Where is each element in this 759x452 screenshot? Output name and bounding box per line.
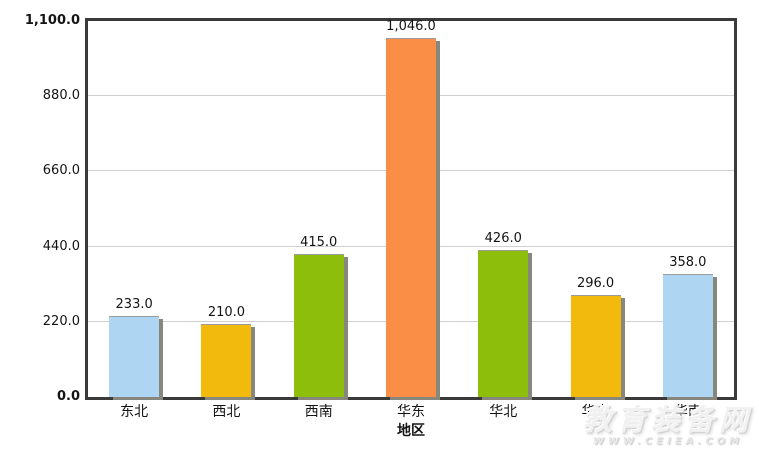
- y-tick-label-1100: 1,100.0: [24, 13, 80, 28]
- bar-value-label: 233.0: [115, 297, 153, 313]
- bar-东北: [109, 316, 160, 397]
- y-tick-label-440: 440.0: [42, 238, 80, 254]
- bar-value-label: 415.0: [300, 235, 338, 251]
- bar-column-西北: 210.0: [180, 21, 272, 397]
- y-tick-label-220: 220.0: [42, 313, 80, 329]
- x-tick-label-西北: 西北: [212, 404, 241, 420]
- x-tick-label-华东: 华东: [396, 404, 425, 420]
- bar-column-东北: 233.0: [88, 21, 180, 397]
- y-tick-label-660: 660.0: [42, 163, 80, 179]
- x-axis-title: 地区: [397, 423, 425, 439]
- x-tick-label-华中: 华中: [581, 404, 610, 420]
- x-axis-tick-labels: 东北 西北 西南 华东 华北 华中 华南: [88, 401, 734, 421]
- bar-华中: [570, 294, 621, 397]
- bar-华东: [385, 38, 436, 397]
- bar-value-label: 1,046.0: [386, 19, 436, 35]
- x-tick-label-西南: 西南: [304, 404, 333, 420]
- bar-value-label: 426.0: [484, 231, 522, 247]
- bar-column-华北: 426.0: [457, 21, 549, 397]
- plot-area: 233.0 210.0 415.0 1,046.0 426.0 296.0 358.0: [85, 18, 737, 400]
- y-tick-label-880: 880.0: [42, 88, 80, 104]
- y-tick-label-0: 0.0: [56, 389, 80, 404]
- x-tick-label-东北: 东北: [120, 404, 149, 420]
- x-tick-label-华南: 华南: [673, 404, 702, 420]
- bar-value-label: 210.0: [207, 305, 246, 321]
- bar-西北: [201, 324, 252, 397]
- bars-container: 233.0 210.0 415.0 1,046.0 426.0 296.0 358.0: [88, 19, 734, 397]
- bar-华南: [662, 273, 713, 397]
- bar-西南: [293, 254, 344, 397]
- bar-column-华南: 358.0: [642, 21, 734, 397]
- bar-value-label: 296.0: [576, 275, 615, 291]
- bar-value-label: 358.0: [669, 254, 707, 270]
- bar-华北: [478, 250, 529, 397]
- x-tick-label-华北: 华北: [489, 404, 518, 420]
- bar-column-华东: 1,046.0: [365, 19, 457, 397]
- bar-column-华中: 296.0: [549, 21, 641, 397]
- bar-column-西南: 415.0: [273, 21, 365, 397]
